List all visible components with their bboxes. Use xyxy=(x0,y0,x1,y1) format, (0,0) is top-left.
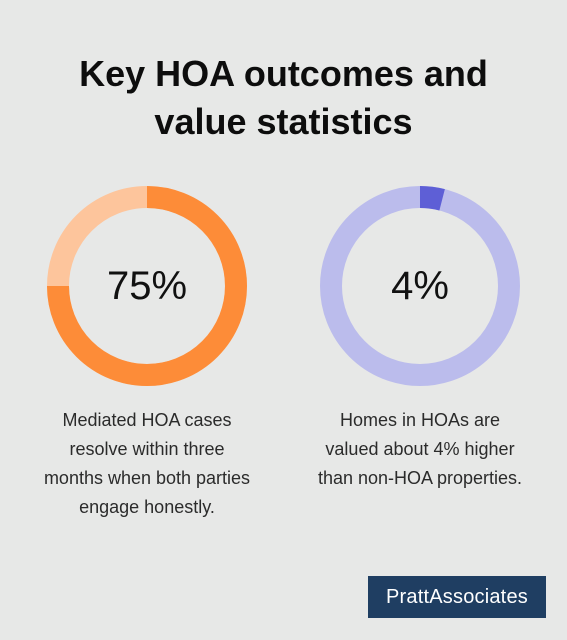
caption-line: resolve within three xyxy=(69,439,225,459)
donut-chart-mediation: 75% xyxy=(47,186,247,386)
donut-chart-svg xyxy=(47,186,247,386)
caption-line: months when both parties xyxy=(43,468,251,488)
caption-home-value: Homes in HOAs are valued about 4% higher… xyxy=(290,406,550,493)
donut-value-label: 75% xyxy=(106,264,188,308)
page-title: Key HOA outcomes and value statistics xyxy=(0,50,567,146)
pratt-associates-logo: PrattAssociates xyxy=(368,576,546,618)
donut-value-label: 4% xyxy=(391,264,449,308)
caption-line: Mediated HOA cases xyxy=(62,410,232,430)
caption-mediation: Mediated HOA cases resolve within three … xyxy=(17,406,277,522)
caption-line: engage honestly. xyxy=(79,497,215,517)
donut-value-arc xyxy=(419,186,445,211)
caption-line: than non-HOA properties. xyxy=(317,468,523,488)
donut-chart-home-value: 4% xyxy=(320,186,520,386)
donut-chart-svg xyxy=(320,186,520,386)
title-line-1: Key HOA outcomes and xyxy=(79,53,488,94)
donut-value-arc xyxy=(47,186,247,386)
caption-line: valued about 4% higher xyxy=(325,439,515,459)
caption-line: Homes in HOAs are xyxy=(339,410,501,430)
title-line-2: value statistics xyxy=(154,101,413,142)
